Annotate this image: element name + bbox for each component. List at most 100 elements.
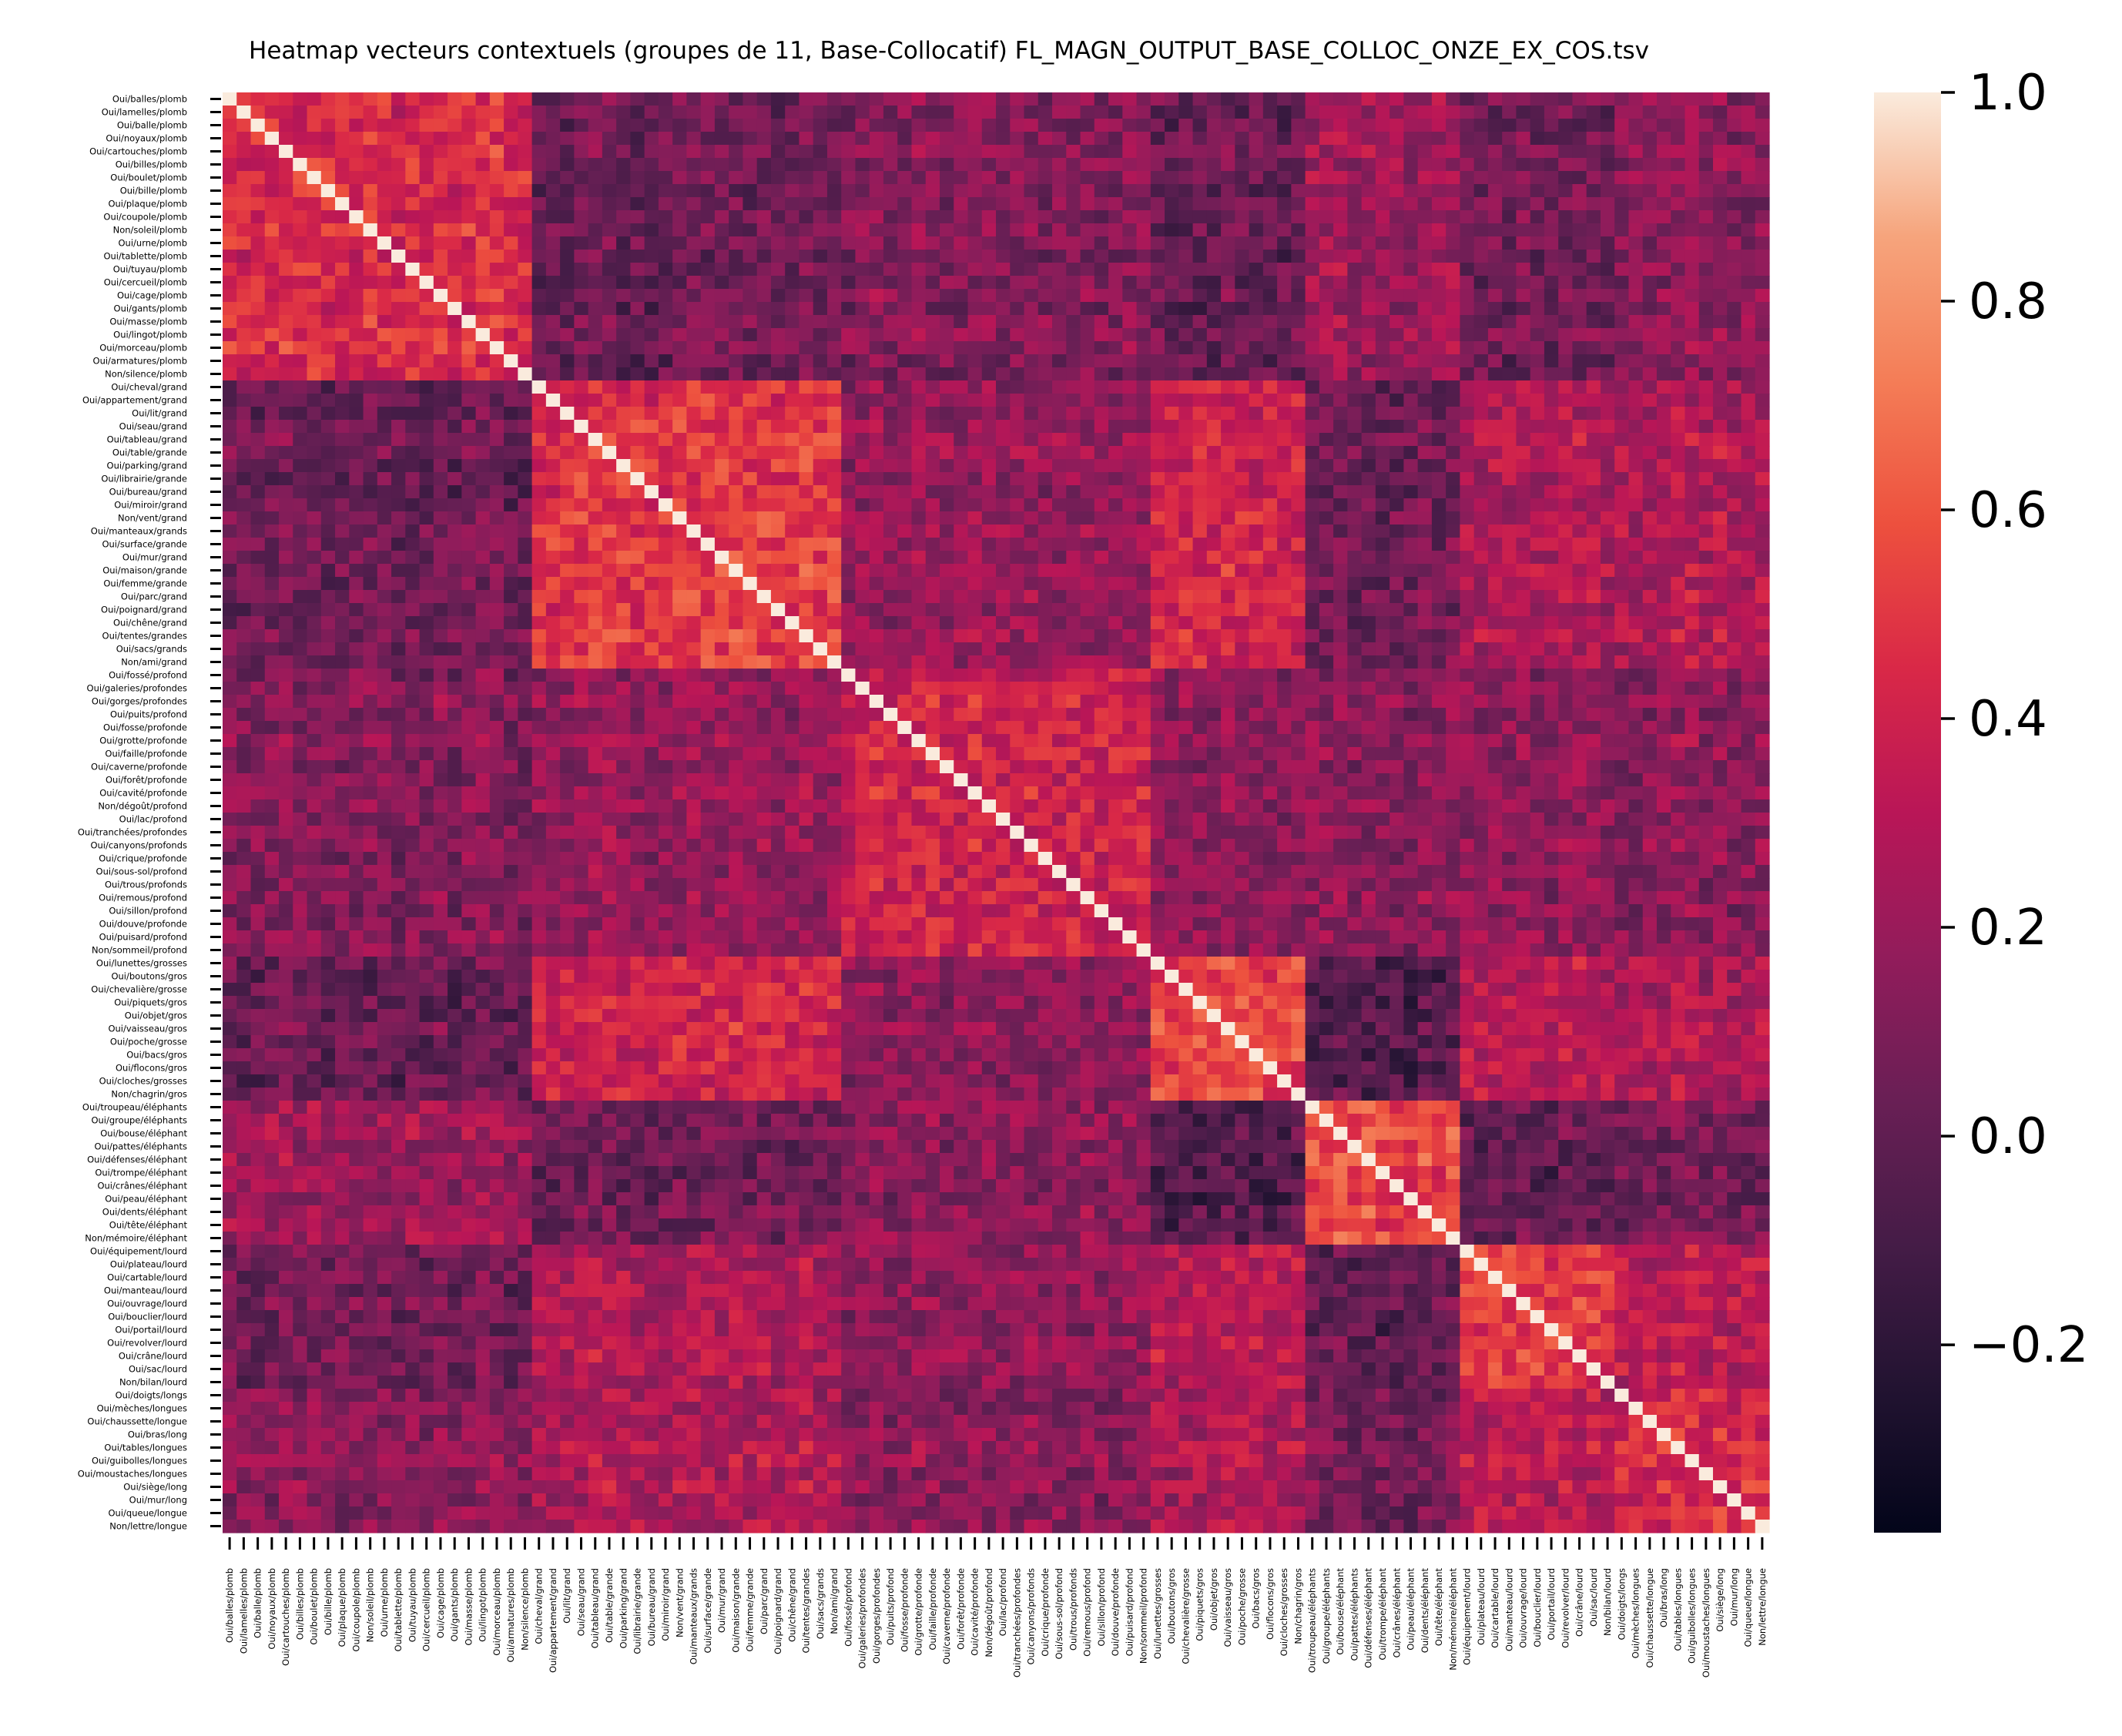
heatmap-cell <box>377 616 392 630</box>
heatmap-cell <box>967 302 983 316</box>
heatmap-cell <box>1403 407 1419 421</box>
heatmap-cell <box>729 524 744 538</box>
heatmap-cell <box>236 223 252 237</box>
heatmap-cell <box>1361 380 1376 394</box>
heatmap-cell <box>883 315 898 329</box>
heatmap-cell <box>883 551 898 565</box>
heatmap-cell <box>1375 590 1390 604</box>
heatmap-cell <box>1600 472 1615 486</box>
heatmap-cell <box>1741 289 1756 303</box>
heatmap-cell <box>925 498 940 512</box>
heatmap-cell <box>1586 197 1601 211</box>
heatmap-cell <box>1192 538 1208 551</box>
heatmap-cell <box>1671 289 1686 303</box>
heatmap-cell <box>1558 472 1574 486</box>
heatmap-cell <box>335 106 350 119</box>
heatmap-cell <box>756 106 772 119</box>
heatmap-cell <box>433 158 448 172</box>
heatmap-cell <box>1487 250 1503 263</box>
heatmap-cell <box>756 197 772 211</box>
heatmap-cell <box>1066 394 1081 407</box>
heatmap-cell <box>756 642 772 656</box>
heatmap-cell <box>307 642 322 656</box>
heatmap-cell <box>1361 603 1376 617</box>
heatmap-cell <box>714 551 729 565</box>
heatmap-cell <box>939 328 954 342</box>
heatmap-cell <box>1487 367 1503 381</box>
heatmap-cell <box>1319 145 1334 159</box>
heatmap-cell <box>1614 276 1630 290</box>
heatmap-cell <box>841 197 857 211</box>
heatmap-cell <box>826 92 842 106</box>
heatmap-cell <box>1010 106 1025 119</box>
heatmap-cell <box>1460 551 1475 565</box>
heatmap-cell <box>461 289 477 303</box>
heatmap-cell <box>1066 590 1081 604</box>
heatmap-cell <box>700 380 716 394</box>
heatmap-cell <box>1446 498 1460 512</box>
heatmap-cell <box>1572 184 1587 198</box>
heatmap-cell <box>672 380 687 394</box>
heatmap-cell <box>813 498 828 512</box>
heatmap-cell <box>602 197 617 211</box>
heatmap-cell <box>1010 564 1025 578</box>
heatmap-cell <box>1516 603 1531 617</box>
heatmap-cell <box>1656 341 1671 355</box>
heatmap-cell <box>1221 459 1235 473</box>
heatmap-cell <box>785 642 800 656</box>
heatmap-cell <box>1642 538 1658 551</box>
heatmap-cell <box>1417 184 1433 198</box>
heatmap-cell <box>1150 669 1165 682</box>
heatmap-cell <box>826 603 842 617</box>
heatmap-cell <box>531 367 547 381</box>
heatmap-cell <box>1614 223 1630 237</box>
heatmap-cell <box>1206 92 1222 106</box>
heatmap-cell <box>925 459 940 473</box>
heatmap-cell <box>448 106 462 119</box>
heatmap-cell <box>1516 210 1531 224</box>
heatmap-cell <box>1572 289 1587 303</box>
heatmap-cell <box>545 367 561 381</box>
heatmap-cell <box>1108 433 1123 447</box>
heatmap-cell <box>1685 511 1700 525</box>
heatmap-cell <box>405 158 421 172</box>
heatmap-cell <box>518 524 533 538</box>
heatmap-cell <box>799 394 814 407</box>
heatmap-cell <box>939 276 954 290</box>
heatmap-cell <box>1685 184 1700 198</box>
heatmap-cell <box>785 498 800 512</box>
heatmap-cell <box>981 119 997 132</box>
heatmap-cell <box>841 302 857 316</box>
heatmap-cell <box>1516 341 1531 355</box>
heatmap-cell <box>1010 485 1025 499</box>
heatmap-cell <box>644 629 659 643</box>
heatmap-cell <box>588 158 603 172</box>
heatmap-cell <box>1755 629 1770 643</box>
heatmap-cell <box>1586 223 1601 237</box>
heatmap-cell <box>1530 577 1545 591</box>
heatmap-cell <box>1685 407 1700 421</box>
heatmap-cell <box>967 158 983 172</box>
heatmap-cell <box>1460 629 1475 643</box>
heatmap-cell <box>1698 276 1714 290</box>
heatmap-cell <box>1698 367 1714 381</box>
heatmap-cell <box>279 629 293 643</box>
heatmap-cell <box>588 655 603 669</box>
heatmap-cell <box>1712 236 1728 250</box>
heatmap-cell <box>911 92 927 106</box>
heatmap-cell <box>1516 420 1531 434</box>
heatmap-cell <box>1755 524 1770 538</box>
heatmap-cell <box>1262 420 1278 434</box>
heatmap-cell <box>461 236 477 250</box>
heatmap-cell <box>475 341 491 355</box>
heatmap-cell <box>1347 538 1363 551</box>
heatmap-cell <box>1291 669 1306 682</box>
heatmap-cell <box>1136 132 1152 146</box>
heatmap-cell <box>1712 590 1728 604</box>
heatmap-cell <box>658 603 673 617</box>
heatmap-cell <box>1516 524 1531 538</box>
heatmap-cell <box>279 669 293 682</box>
heatmap-cell <box>1319 511 1334 525</box>
heatmap-cell <box>1628 315 1644 329</box>
heatmap-cell <box>1136 511 1152 525</box>
